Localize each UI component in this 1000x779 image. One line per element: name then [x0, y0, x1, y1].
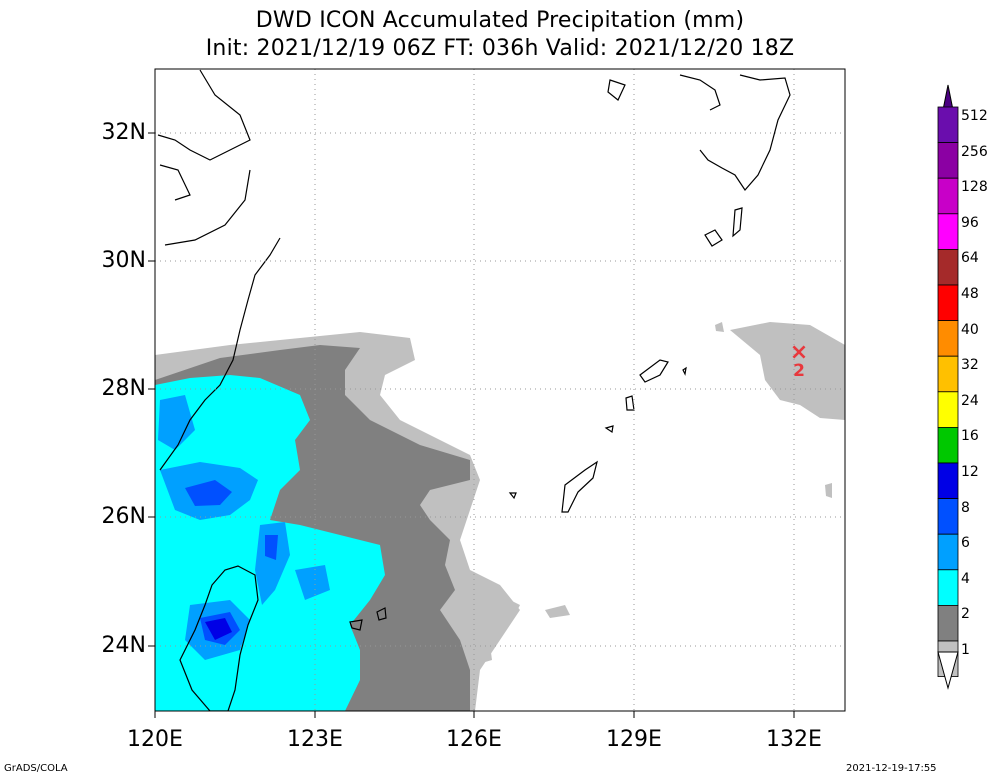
- lat-label-28n: 28N: [101, 376, 146, 401]
- lon-label-120e: 120E: [127, 727, 183, 752]
- colorbar-label: 24: [961, 392, 979, 409]
- lat-label-30n: 30N: [101, 248, 146, 273]
- colorbar-label: 96: [961, 214, 979, 231]
- map-frame: [154, 68, 846, 712]
- colorbar-label: 40: [961, 321, 979, 338]
- colorbar-swatch: [937, 462, 959, 499]
- colorbar-label: 48: [961, 286, 979, 302]
- colorbar-bottom-cap: [937, 651, 959, 690]
- colorbar-label: 256: [961, 143, 988, 160]
- colorbar-swatch: [937, 248, 959, 286]
- footer-timestamp: 2021-12-19-17:55: [846, 763, 937, 774]
- colorbar-swatch: [937, 533, 959, 571]
- footer-software: GrADS/COLA: [4, 763, 68, 774]
- precip-12mm-area: [205, 618, 232, 640]
- colorbar-label: 32: [961, 357, 979, 374]
- colorbar-swatch: [937, 106, 959, 143]
- coastlines: [157, 69, 791, 711]
- colorbar-swatch: [937, 177, 959, 215]
- marker-label: 2: [793, 361, 805, 381]
- colorbar-label: 12: [961, 464, 979, 480]
- chart-subtitle: Init: 2021/12/19 06Z FT: 036h Valid: 202…: [205, 36, 795, 61]
- lon-label-132e: 132E: [766, 727, 822, 752]
- lon-label-126e: 126E: [446, 727, 502, 752]
- colorbar-swatch: [937, 426, 959, 464]
- colorbar-top-cap: [942, 84, 954, 111]
- low-pressure-marker: × 2: [786, 340, 812, 381]
- colorbar-swatch: [937, 284, 959, 321]
- colorbar-swatch: [937, 391, 959, 428]
- colorbar-swatch: [937, 213, 959, 250]
- colorbar-boxes: [937, 106, 959, 677]
- lat-label-26n: 26N: [101, 504, 146, 529]
- colorbar-label: 16: [961, 428, 979, 445]
- colorbar-label: 8: [961, 499, 970, 516]
- colorbar-swatch: [937, 320, 959, 357]
- chart-title: DWD ICON Accumulated Precipitation (mm): [255, 8, 745, 33]
- colorbar-swatch: [937, 498, 959, 535]
- colorbar-label: 128: [961, 179, 988, 196]
- colorbar-label: 4: [961, 570, 970, 587]
- colorbar: [937, 84, 959, 690]
- colorbar-swatch: [937, 142, 959, 179]
- colorbar-label: 64: [961, 250, 979, 267]
- colorbar-swatch: [937, 569, 959, 606]
- colorbar-label: 1: [961, 642, 970, 658]
- colorbar-label: 2: [961, 606, 970, 623]
- colorbar-label: 6: [961, 535, 970, 552]
- precip-8mm-area: [185, 480, 232, 506]
- colorbar-label: 512: [961, 108, 988, 124]
- lat-label-24n: 24N: [101, 633, 146, 658]
- lon-label-129e: 129E: [606, 727, 662, 752]
- lon-label-123e: 123E: [287, 727, 343, 752]
- lat-label-32n: 32N: [101, 120, 146, 145]
- axis-ticks: [148, 132, 795, 718]
- colorbar-swatch: [937, 355, 959, 393]
- colorbar-swatch: [937, 605, 959, 642]
- marker-symbol: ×: [789, 340, 809, 365]
